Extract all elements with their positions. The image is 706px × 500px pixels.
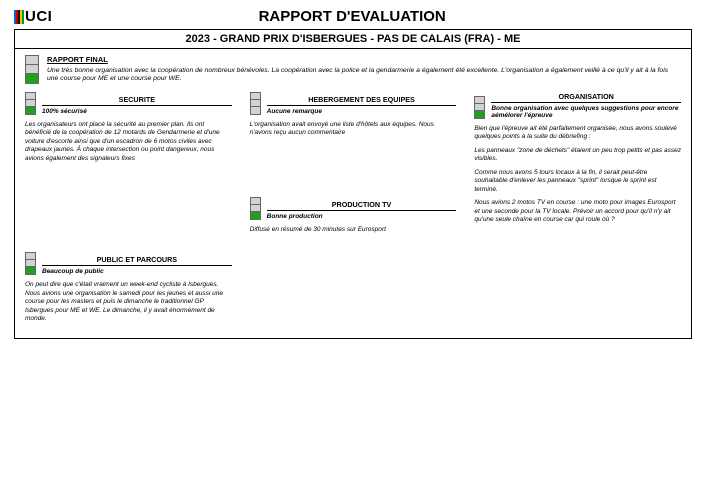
paragraph: Bien que l'épreuve ait été parfaitement … <box>474 125 681 142</box>
indicator-cell <box>26 93 35 100</box>
uci-logo: UCI <box>14 8 52 25</box>
rating-indicator-securite <box>25 92 36 115</box>
rating-indicator-final <box>25 55 39 84</box>
indicator-cell <box>251 93 260 100</box>
section-subtitle: Aucune remarque <box>267 108 457 115</box>
section-subtitle: Bonne production <box>267 213 457 220</box>
indicator-cell <box>26 100 35 107</box>
section-title: SECURITE <box>42 95 232 106</box>
section-organisation: ORGANISATION Bonne organisation avec que… <box>474 92 681 229</box>
section-subtitle: Beaucoup de public <box>42 268 232 275</box>
page-title: RAPPORT D'EVALUATION <box>52 8 652 25</box>
section-title: PRODUCTION TV <box>267 200 457 211</box>
section-public: PUBLIC ET PARCOURS Beaucoup de public On… <box>25 252 232 328</box>
section-title: PUBLIC ET PARCOURS <box>42 255 232 266</box>
rating-indicator-hebergement <box>250 92 261 115</box>
section-production: PRODUCTION TV Bonne production Diffusé e… <box>250 197 457 239</box>
event-subtitle: 2023 - GRAND PRIX D'ISBERGUES - PAS DE C… <box>15 30 691 49</box>
section-body: On peut dire que c'était vraiment un wee… <box>25 281 232 323</box>
column-middle: HEBERGEMENT DES EQUIPES Aucune remarque … <box>250 92 457 328</box>
section-body: Les organisateurs ont placé la sécurité … <box>25 121 232 163</box>
indicator-cell <box>26 65 38 74</box>
paragraph: Nous avions 2 motos TV en course : une m… <box>474 199 681 224</box>
rating-indicator-production <box>250 197 261 220</box>
column-left: SECURITE 100% sécurisé Les organisateurs… <box>25 92 232 328</box>
paragraph: Comme nous avons 5 tours locaux à la fin… <box>474 169 681 194</box>
indicator-cell <box>475 104 484 111</box>
indicator-cell <box>26 253 35 260</box>
indicator-cell <box>251 100 260 107</box>
paragraph: Les panneaux "zone de déchets" étaient u… <box>474 147 681 164</box>
section-hebergement: HEBERGEMENT DES EQUIPES Aucune remarque … <box>250 92 457 143</box>
paragraph: Diffusé en résumé de 30 minutes sur Euro… <box>250 226 457 234</box>
section-subtitle: Bonne organisation avec quelques suggest… <box>491 105 681 119</box>
indicator-cell <box>26 56 38 65</box>
section-body: L'organisation avait envoyé une liste d'… <box>250 121 457 138</box>
column-right: ORGANISATION Bonne organisation avec que… <box>474 92 681 328</box>
section-body: Diffusé en résumé de 30 minutes sur Euro… <box>250 226 457 234</box>
section-subtitle: 100% sécurisé <box>42 108 232 115</box>
indicator-cell <box>251 205 260 212</box>
section-title: ORGANISATION <box>491 92 681 103</box>
final-report-body: Une très bonne organisation avec la coop… <box>47 67 681 84</box>
section-title: HEBERGEMENT DES EQUIPES <box>267 95 457 106</box>
header: UCI RAPPORT D'EVALUATION <box>14 8 692 25</box>
indicator-cell <box>251 198 260 205</box>
paragraph: Les organisateurs ont placé la sécurité … <box>25 121 232 163</box>
final-report-heading: RAPPORT FINAL <box>47 55 681 64</box>
rating-indicator-organisation <box>474 96 485 119</box>
indicator-cell <box>251 212 260 219</box>
final-report-row: RAPPORT FINAL Une très bonne organisatio… <box>25 55 681 84</box>
section-body: Bien que l'épreuve ait été parfaitement … <box>474 125 681 224</box>
indicator-cell <box>475 97 484 104</box>
logo-text: UCI <box>25 8 52 25</box>
columns: SECURITE 100% sécurisé Les organisateurs… <box>25 92 681 328</box>
section-securite: SECURITE 100% sécurisé Les organisateurs… <box>25 92 232 168</box>
indicator-cell <box>475 111 484 118</box>
logo-stripes <box>14 10 24 24</box>
report-content: RAPPORT FINAL Une très bonne organisatio… <box>15 49 691 338</box>
paragraph: On peut dire que c'était vraiment un wee… <box>25 281 232 323</box>
stripe <box>22 10 24 24</box>
indicator-cell <box>26 107 35 114</box>
indicator-cell <box>251 107 260 114</box>
report-frame: 2023 - GRAND PRIX D'ISBERGUES - PAS DE C… <box>14 29 692 339</box>
indicator-cell <box>26 267 35 274</box>
paragraph: L'organisation avait envoyé une liste d'… <box>250 121 457 138</box>
indicator-cell <box>26 74 38 83</box>
indicator-cell <box>26 260 35 267</box>
rating-indicator-public <box>25 252 36 275</box>
